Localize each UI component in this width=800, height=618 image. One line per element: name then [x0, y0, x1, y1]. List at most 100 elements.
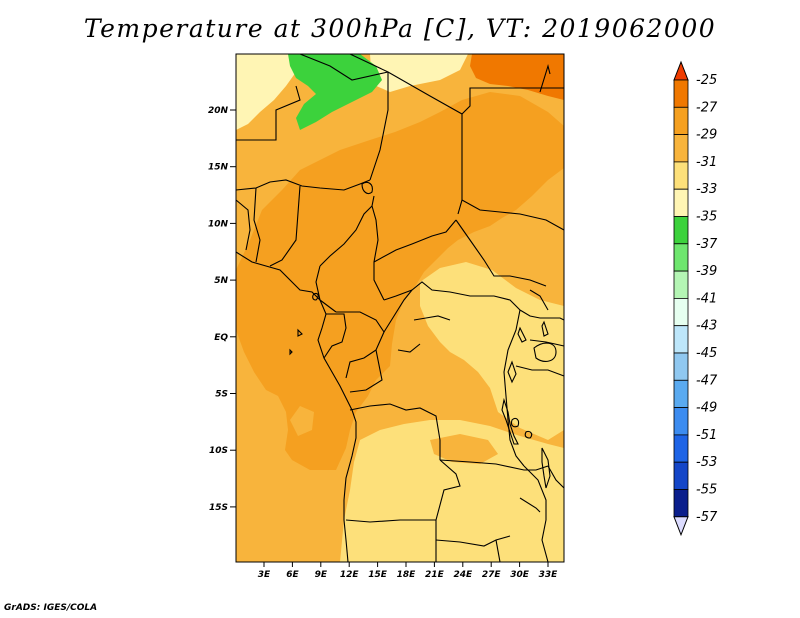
border-ea-5 [547, 465, 565, 489]
colorbar-label: -29 [696, 128, 717, 143]
colorbar-box [673, 379, 689, 408]
border-west-2 [253, 187, 261, 263]
country-borders [235, 53, 565, 563]
colorbar-label: -53 [696, 455, 717, 470]
colorbar-label: -49 [696, 401, 717, 416]
lon-label: 30E [510, 570, 530, 580]
river-congo [413, 315, 451, 321]
border-north-1 [235, 179, 371, 191]
border-drc-west [383, 289, 413, 333]
colorbar-label: -39 [696, 264, 717, 279]
border-sudan [455, 219, 547, 287]
coastline [235, 251, 357, 563]
colorbar-box [673, 216, 689, 245]
border-sudan-2 [461, 199, 565, 231]
lon-label: 27E [482, 570, 502, 580]
lake-bangweulu [524, 430, 533, 439]
border-chad [371, 205, 385, 301]
colorbar-label: -43 [696, 319, 717, 334]
colorbar-label: -47 [696, 373, 718, 388]
border-angola-south [345, 519, 436, 523]
colorbar-box [673, 161, 689, 190]
contour-m31-southwest [236, 470, 340, 562]
lat-label: 10S [209, 446, 228, 456]
lat-label: EQ [214, 333, 228, 343]
lon-label: 21E [425, 570, 445, 580]
border-angola-north [349, 403, 441, 460]
lat-label: 5S [215, 390, 228, 400]
chart-title: Temperature at 300hPa [C], VT: 201906200… [83, 14, 717, 43]
border-drc [349, 349, 383, 393]
border-congo [336, 311, 385, 379]
colorbar: -25 -27 -29 -31 -33 -35 -37 -39 -41 -43 -45 -47 -49 -… [673, 60, 718, 537]
border-zambia [439, 459, 549, 471]
longitude-axis: 3E 6E 9E 12E 15E 18E 21E 24E 27E 30E 33E [258, 562, 558, 580]
colorbar-box [673, 489, 689, 518]
border-angola-east [435, 459, 461, 521]
colorbar-label: -27 [696, 100, 718, 115]
lon-label: 15E [368, 570, 388, 580]
contour-m35-north [370, 54, 468, 92]
colorbar-label: -41 [696, 291, 717, 306]
border-north-3 [299, 53, 389, 81]
colorbar-box [673, 325, 689, 354]
lake-malawi [541, 447, 551, 489]
lon-label: 6E [286, 570, 299, 580]
colorbar-label: -57 [696, 510, 718, 525]
latitude-axis: 20N 15N 10N 5N EQ 5S 10S 15S [208, 106, 236, 513]
colorbar-box [673, 188, 689, 217]
lon-label: 12E [340, 570, 360, 580]
colorbar-box [673, 297, 689, 327]
border-cameroon-2 [315, 265, 337, 313]
grads-credit: GrADS: IGES/COLA [4, 603, 98, 613]
colorbar-label: -31 [696, 155, 717, 170]
border-ea-6 [529, 289, 549, 311]
lat-label: 10N [208, 219, 229, 229]
colorbar-box [673, 79, 689, 108]
lat-label: 15S [209, 503, 228, 513]
lake-kariba [519, 497, 541, 513]
border-west-1 [236, 85, 301, 141]
lat-label: 5N [214, 276, 228, 286]
lon-label: 24E [453, 570, 473, 580]
lon-label: 9E [315, 570, 328, 580]
colorbar-label: -25 [696, 73, 717, 88]
border-zambia-2 [435, 535, 511, 547]
border-car-north [373, 219, 457, 263]
colorbar-label: -37 [696, 237, 718, 252]
contour-m31-patch [430, 434, 498, 464]
colorbar-bottom-arrow [673, 516, 689, 537]
border-sa [495, 539, 501, 563]
island-2 [289, 348, 293, 356]
colorbar-box [673, 106, 689, 136]
contour-m33-east [420, 262, 564, 440]
colorbar-label: -35 [696, 210, 717, 225]
border-ea-1 [519, 309, 565, 321]
lake-victoria [533, 342, 557, 362]
lat-label: 15N [208, 163, 229, 173]
border-north-6 [269, 185, 301, 267]
zanzibar [539, 63, 551, 93]
colorbar-box [673, 243, 689, 272]
lon-label: 18E [397, 570, 417, 580]
lake-chad [361, 181, 373, 195]
lon-label: 3E [258, 570, 271, 580]
contour-m29-central [236, 92, 564, 470]
lat-label: 20N [208, 106, 229, 116]
temperature-field [236, 54, 564, 562]
island-sao-tome [297, 328, 303, 337]
border-gabon [323, 313, 347, 359]
colorbar-box [673, 407, 689, 436]
border-north-2 [349, 53, 389, 181]
map-frame [235, 53, 565, 563]
colorbar-box [673, 134, 689, 163]
colorbar-label: -33 [696, 182, 717, 197]
colorbar-box [673, 352, 689, 381]
contour-m31-patch-2 [290, 406, 314, 436]
lake-kivu [507, 360, 517, 384]
border-west-3 [235, 199, 251, 251]
river-congo-2 [397, 343, 421, 353]
border-ea-4 [523, 465, 549, 563]
lake-albert [517, 326, 527, 343]
